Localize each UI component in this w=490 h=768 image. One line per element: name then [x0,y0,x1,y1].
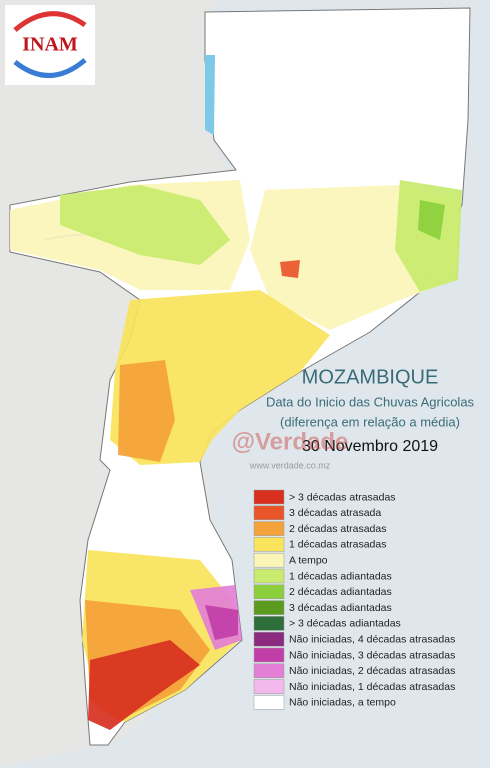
region [418,200,445,240]
logo-box [5,5,95,85]
legend-label: 2 décadas atrasadas [289,523,386,535]
legend-label: 2 décadas adiantadas [289,586,392,598]
legend: > 3 décadas atrasadas 3 décadas atrasada 2… [253,489,455,710]
logo-arrow [13,58,87,78]
legend-swatch [253,505,285,521]
watermark-url: www.verdade.co.mz [249,460,331,470]
logo-text: INAM [22,34,78,56]
legend-swatch [253,695,285,710]
legend-label: Não iniciadas, a tempo [289,697,396,709]
map-subtitle: Data do Inicio das Chuvas Agricolas [266,394,475,409]
legend-swatch [253,537,285,552]
legend-swatch [253,663,285,679]
legend-swatch [253,616,285,631]
legend-swatch [253,647,285,663]
region [395,180,462,292]
legend-label: 1 décadas adiantadas [289,570,392,582]
legend-swatch [253,521,285,536]
region [118,360,175,462]
region [60,185,230,265]
map-date: 30 Novembro 2019 [302,438,438,455]
legend-swatch [253,631,285,647]
map-title: MOZAMBIQUE [302,366,439,388]
legend-swatch [253,568,285,584]
legend-swatch [253,679,285,694]
legend-label: Não iniciadas, 2 décadas atrasadas [289,665,455,677]
map-subtitle: (diferença em relação a média) [280,414,460,429]
logo-arrow [13,11,87,32]
legend-swatch [253,600,285,615]
legend-swatch [253,489,285,505]
region [88,640,200,730]
watermark: @Verdade [232,428,349,455]
legend-swatch [253,552,285,568]
legend-label: Não iniciadas, 3 décadas atrasadas [289,649,455,661]
region [205,605,238,640]
legend-label: 3 décadas adiantadas [289,602,392,614]
legend-label: Não iniciadas, 4 décadas atrasadas [289,633,455,645]
legend-swatch [253,584,285,600]
legend-label: 1 décadas atrasadas [289,539,386,551]
legend-label: A tempo [289,554,328,566]
legend-label: > 3 décadas atrasadas [289,491,396,503]
legend-label: > 3 décadas adiantadas [289,618,401,630]
legend-label: 3 décadas atrasada [289,507,381,519]
region [280,260,300,278]
lake-niassa [205,55,215,135]
legend-label: Não iniciadas, 1 décadas atrasadas [289,681,455,693]
